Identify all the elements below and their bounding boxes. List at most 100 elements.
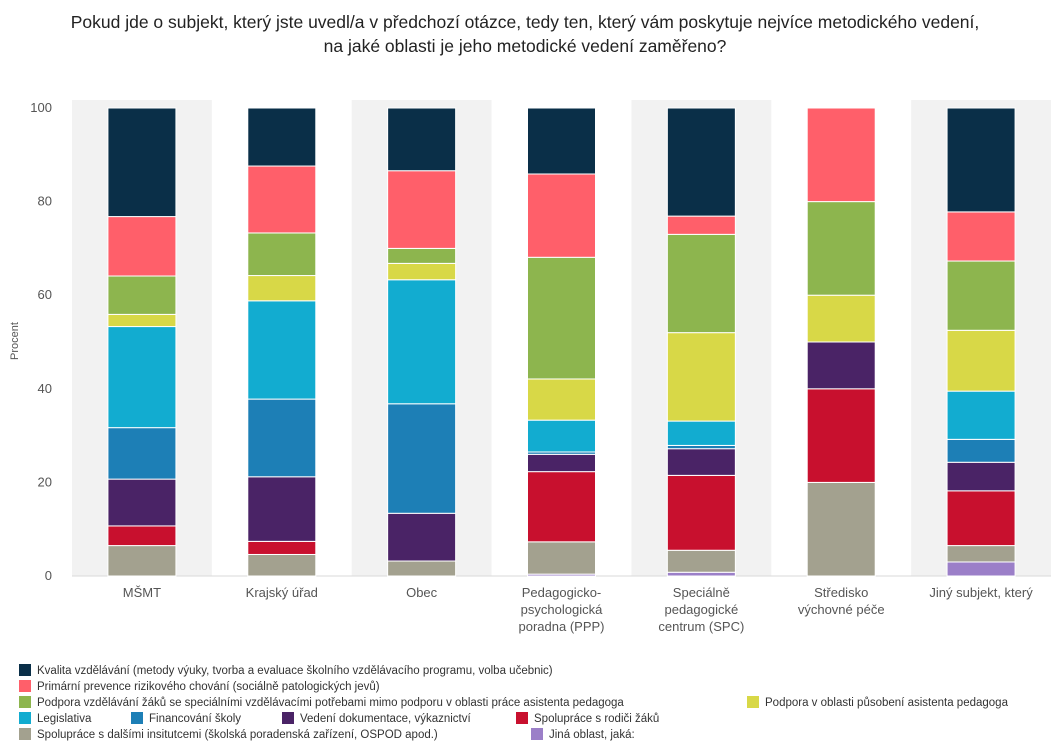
bar-segment	[527, 541, 596, 575]
bar-segment	[107, 326, 177, 429]
bar-segment	[946, 107, 1016, 213]
bar-segment	[946, 260, 1016, 331]
legend-label: Podpora vzdělávání žáků se speciálními v…	[37, 697, 624, 709]
bar-segment	[247, 107, 317, 167]
bar-segment	[946, 490, 1016, 547]
bar-segment	[946, 390, 1016, 440]
legend-swatch	[131, 712, 143, 724]
bar-segment	[107, 427, 177, 480]
y-tick-label: 60	[38, 287, 52, 302]
category-label: Středisko	[814, 585, 868, 600]
bar-segment	[666, 474, 736, 551]
bar-segment	[806, 294, 876, 343]
bar-segment	[387, 262, 457, 281]
bar-segment	[946, 461, 1016, 492]
bar-segment	[387, 247, 457, 264]
bar-segment	[527, 378, 596, 421]
category-labels: MŠMT Krajský úřad Obec Pedagogicko-psycholo…	[123, 585, 1033, 634]
category-label: Pedagogicko-	[522, 585, 602, 600]
bar-segment	[666, 107, 736, 217]
bar-segment	[527, 107, 596, 175]
bar-segment	[806, 388, 876, 483]
bar-segment	[107, 107, 177, 218]
legend-swatch	[19, 664, 31, 676]
bar-segment	[666, 448, 736, 476]
bar-segment	[107, 313, 177, 328]
category-label: psychologická	[521, 602, 603, 617]
bar-segment	[387, 107, 457, 172]
category-label: centrum (SPC)	[658, 619, 744, 634]
y-tick-label: 0	[45, 568, 52, 583]
bar-segment	[666, 549, 736, 573]
bar-segment	[387, 560, 457, 577]
legend-label: Legislativa	[37, 713, 92, 725]
legend-swatch	[282, 712, 294, 724]
category-label: Jiný subjekt, který	[929, 585, 1033, 600]
bar-segment	[247, 300, 317, 400]
bar-segment	[107, 275, 177, 315]
legend-label: Podpora v oblasti působení asistenta ped…	[765, 697, 1009, 709]
category-label: poradna (PPP)	[519, 619, 605, 634]
y-tick-label: 40	[38, 381, 52, 396]
y-axis-label: Procent	[9, 322, 21, 360]
legend-label: Primární prevence rizikového chování (so…	[37, 681, 380, 693]
category-label: pedagogické	[664, 602, 738, 617]
category-label: výchovné péče	[798, 602, 885, 617]
category-label: MŠMT	[123, 585, 161, 600]
y-tick-label: 20	[38, 474, 52, 489]
bar-segment	[946, 545, 1016, 563]
bar-segment	[387, 170, 457, 249]
bar-segment	[527, 453, 596, 473]
legend: Kvalita vzdělávání (metody výuky, tvorba…	[19, 664, 1009, 741]
bar-segment	[806, 107, 876, 203]
bar-segment	[527, 256, 596, 380]
bar-segment	[247, 275, 317, 302]
bar-segment	[946, 329, 1016, 392]
legend-label: Spolupráce s dalšími insitutcemi (školsk…	[37, 729, 438, 741]
y-tick-label: 100	[30, 100, 52, 115]
bar-segment	[107, 478, 177, 527]
bar-segment	[387, 403, 457, 514]
legend-label: Kvalita vzdělávání (metody výuky, tvorba…	[37, 665, 553, 677]
legend-swatch	[516, 712, 528, 724]
category-label: Speciálně	[673, 585, 730, 600]
bar-segment	[247, 165, 317, 234]
bar-segment	[806, 481, 876, 577]
legend-swatch	[19, 728, 31, 740]
bar-segment	[527, 173, 596, 258]
bar-segment	[806, 201, 876, 296]
chart-title: Pokud jde o subjekt, který jste uvedl/a …	[71, 12, 980, 56]
bar-segment	[806, 341, 876, 390]
bar-segment	[666, 420, 736, 446]
bar-segment	[666, 571, 736, 577]
y-axis-ticks: 0 20 40 60 80 100	[30, 100, 52, 583]
legend-swatch	[19, 696, 31, 708]
category-label: Krajský úřad	[246, 585, 318, 600]
legend-label: Jiná oblast, jaká:	[549, 729, 635, 741]
bar-segment	[247, 232, 317, 277]
bar-segment	[247, 540, 317, 555]
bar-segment	[666, 233, 736, 334]
bar-segment	[107, 545, 177, 577]
legend-swatch	[531, 728, 543, 740]
bar-segment	[946, 211, 1016, 262]
legend-label: Financování školy	[149, 713, 241, 725]
bars	[107, 107, 1016, 577]
bar-segment	[247, 476, 317, 542]
chart-title-line-1: Pokud jde o subjekt, který jste uvedl/a …	[71, 12, 980, 32]
legend-swatch	[747, 696, 759, 708]
bar-segment	[946, 561, 1016, 577]
legend-label: Vedení dokumentace, výkaznictví	[300, 713, 471, 725]
bar-segment	[387, 279, 457, 405]
y-tick-label: 80	[38, 194, 52, 209]
legend-swatch	[19, 712, 31, 724]
bar-segment	[666, 215, 736, 235]
bar-segment	[527, 471, 596, 543]
bar-segment	[247, 398, 317, 478]
bar-segment	[387, 512, 457, 562]
bar-segment	[107, 525, 177, 547]
bar-segment	[946, 438, 1016, 463]
legend-swatch	[19, 680, 31, 692]
chart-title-line-2: na jaké oblasti je jeho metodické vedení…	[324, 36, 727, 56]
